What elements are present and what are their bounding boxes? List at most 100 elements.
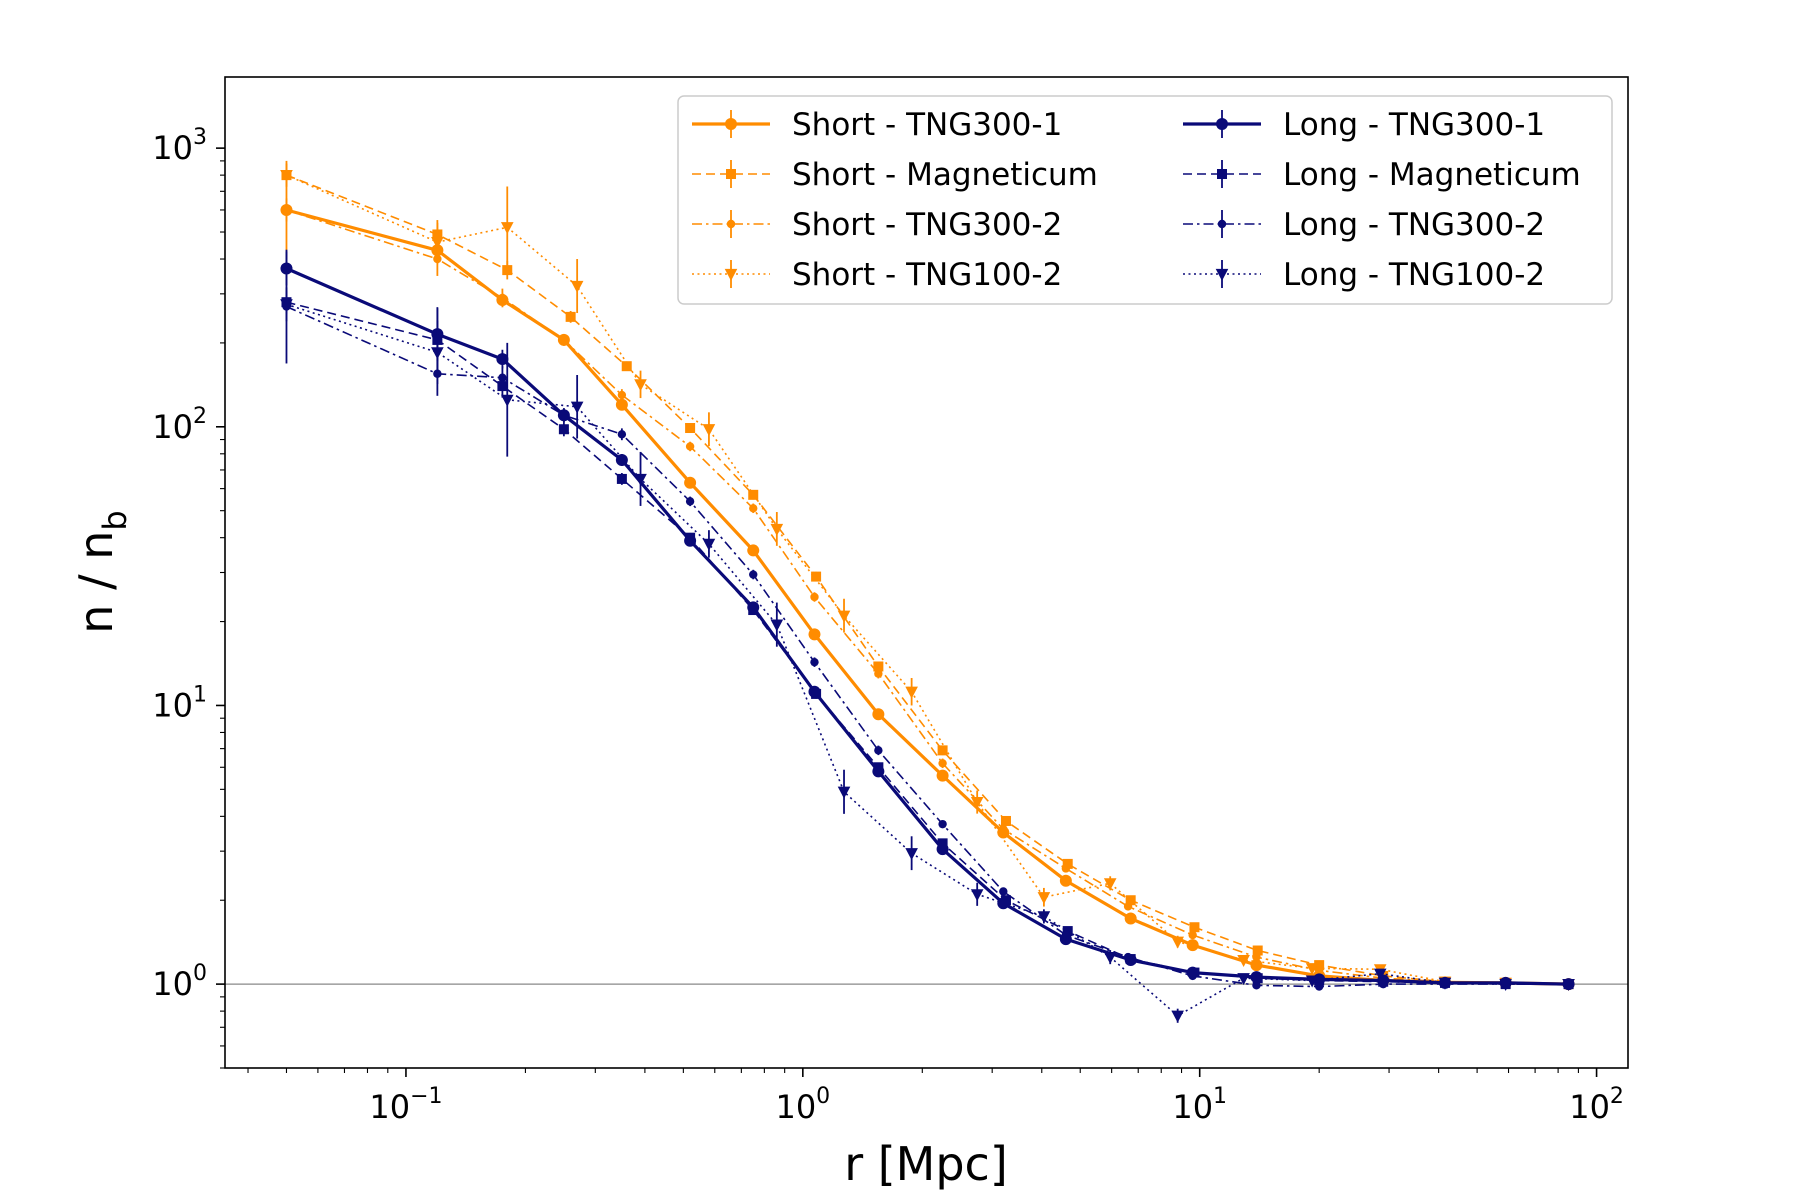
y-tick-label-exponent: 1 [193, 682, 207, 707]
x-tick-label-base: 10 [775, 1088, 816, 1126]
data-point [1252, 945, 1263, 956]
data-point [559, 335, 569, 345]
data-point [937, 838, 948, 849]
data-point [570, 280, 584, 293]
x-tick-label-base: 10 [1172, 1088, 1213, 1126]
data-point [282, 205, 291, 215]
data-point [1059, 874, 1072, 887]
legend-entry-4: Short - TNG100-2 [692, 257, 1062, 293]
data-point [1562, 979, 1575, 992]
data-point [810, 592, 819, 602]
y-axis-label: n / nb [69, 510, 134, 633]
legend-label: Long - TNG300-1 [1283, 107, 1545, 143]
data-point [1171, 1010, 1184, 1023]
y-tick-label-base: 10 [152, 686, 193, 724]
series-layer [280, 160, 1575, 1023]
y-tick-label-base: 10 [152, 408, 193, 446]
y-tick-label-exponent: 3 [193, 125, 207, 150]
data-point [1305, 963, 1319, 976]
y-axis-label-main: n / n [69, 531, 123, 634]
data-point [1103, 878, 1117, 891]
data-point [1438, 977, 1452, 990]
data-point [1061, 864, 1071, 873]
data-point [938, 819, 947, 829]
legend-marker [1215, 268, 1229, 281]
data-point [1037, 892, 1051, 905]
data-point [702, 424, 716, 437]
data-point [873, 661, 884, 672]
data-point [770, 523, 784, 536]
x-tick-label: 10−1 [369, 1084, 442, 1126]
data-point [999, 887, 1008, 896]
data-point [498, 293, 507, 303]
data-point [749, 504, 758, 513]
legend-entry-7: Long - TNG300-2 [1183, 207, 1545, 243]
data-point [837, 786, 851, 799]
data-point [749, 570, 758, 579]
data-point [616, 473, 627, 484]
data-point [1062, 858, 1073, 869]
data-point [937, 745, 948, 756]
data-point [873, 762, 884, 773]
data-point [1252, 973, 1263, 984]
x-tick-label-base: 10 [1569, 1088, 1610, 1126]
series-7 [282, 249, 1573, 991]
data-point [1186, 939, 1199, 952]
data-point [615, 398, 628, 411]
data-point [1188, 971, 1197, 981]
data-point [617, 430, 627, 439]
legend-entry-8: Long - TNG100-2 [1183, 257, 1545, 293]
data-point [570, 401, 584, 414]
legend-entry-2: Short - Magneticum [692, 157, 1098, 193]
data-point [559, 411, 569, 420]
data-point [1062, 926, 1073, 937]
legend-entry-6: Long - Magneticum [1183, 157, 1581, 193]
legend-entry-5: Long - TNG300-1 [1183, 107, 1545, 143]
data-point [565, 311, 576, 322]
data-point [1237, 954, 1250, 967]
x-tick-label-exponent: 0 [816, 1084, 830, 1109]
data-point [1252, 981, 1261, 990]
y-axis-label-subscript: b [96, 510, 134, 530]
data-point [685, 442, 695, 451]
data-point [1499, 979, 1512, 992]
data-point [837, 610, 851, 623]
x-tick-label: 101 [1172, 1084, 1227, 1126]
data-point [1037, 911, 1051, 924]
data-point [615, 454, 628, 467]
legend-label: Long - TNG300-2 [1283, 207, 1545, 243]
data-point [1125, 895, 1136, 906]
x-tick-label-exponent: −1 [410, 1084, 442, 1109]
data-point [558, 424, 569, 435]
data-point [905, 848, 918, 861]
legend-marker [724, 268, 738, 281]
data-point [498, 373, 507, 382]
series-line [286, 305, 1569, 988]
data-point [1314, 966, 1324, 975]
legend-entry-1: Short - TNG300-1 [692, 107, 1062, 143]
data-point [970, 796, 984, 809]
data-point [1123, 902, 1133, 911]
legend-marker [1216, 118, 1228, 130]
data-point [810, 657, 819, 667]
series-line [286, 301, 1569, 985]
legend-label: Short - TNG300-1 [792, 107, 1062, 143]
legend-label: Short - TNG100-2 [792, 257, 1062, 293]
x-tick-label: 100 [775, 1084, 830, 1126]
legend-label: Long - Magneticum [1283, 157, 1581, 193]
y-tick-label-exponent: 0 [193, 961, 207, 986]
data-point [685, 497, 695, 506]
series-line [285, 267, 1569, 986]
x-tick-label-exponent: 2 [1610, 1084, 1624, 1109]
data-point [1061, 930, 1071, 940]
data-point [1305, 975, 1319, 988]
legend: Short - TNG300-1 Short - Magneticum Short … [677, 95, 1613, 305]
data-point [1252, 952, 1261, 962]
data-point [431, 237, 444, 250]
data-point [500, 394, 514, 407]
data-point [280, 299, 293, 312]
legend-marker [725, 118, 737, 130]
data-point [1237, 973, 1250, 986]
legend-entries: Short - TNG300-1 Short - Magneticum Short … [692, 107, 1581, 293]
